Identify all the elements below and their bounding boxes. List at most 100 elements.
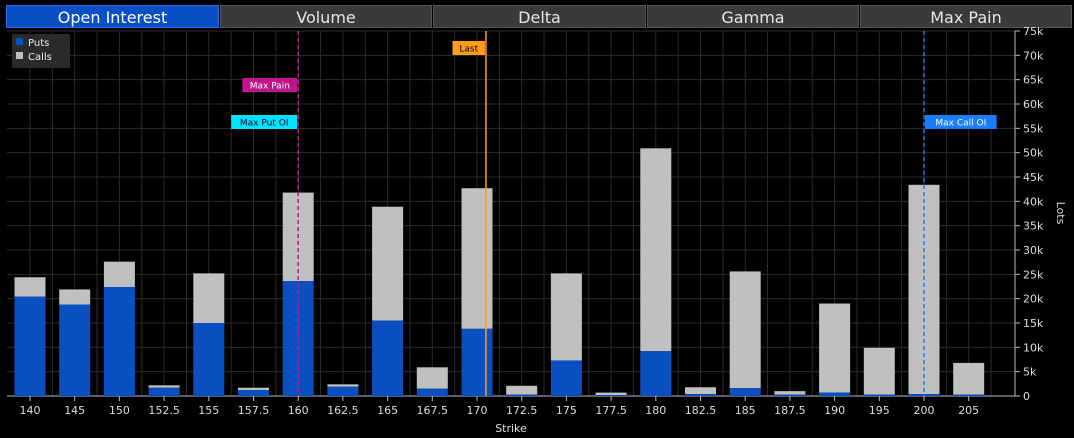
- bar-calls: [640, 148, 672, 352]
- max-put-oi-label-bg: [231, 115, 298, 129]
- y-tick-label: 25k: [1023, 268, 1044, 281]
- x-tick-label: 150: [109, 404, 130, 417]
- bar-puts: [193, 323, 225, 396]
- x-tick-label: 162.5: [327, 404, 359, 417]
- bar-calls: [506, 385, 538, 395]
- y-tick-label: 35k: [1023, 220, 1044, 233]
- x-tick-label: 180: [645, 404, 666, 417]
- bar-calls: [774, 391, 806, 395]
- x-tick-label: 170: [467, 404, 488, 417]
- bar-puts: [59, 304, 91, 396]
- y-tick-label: 40k: [1023, 195, 1044, 208]
- y-tick-label: 55k: [1023, 122, 1044, 135]
- bar-calls: [550, 273, 582, 361]
- y-tick-label: 30k: [1023, 244, 1044, 257]
- y-tick-label: 65k: [1023, 74, 1044, 87]
- x-tick-label: 182.5: [685, 404, 717, 417]
- bar-calls: [372, 206, 404, 321]
- x-tick-label: 167.5: [417, 404, 449, 417]
- tab-gamma[interactable]: Gamma: [647, 5, 859, 28]
- tab-max-pain[interactable]: Max Pain: [860, 5, 1072, 28]
- bar-puts: [14, 296, 46, 396]
- tab-volume[interactable]: Volume: [220, 5, 432, 28]
- x-tick-label: 185: [735, 404, 756, 417]
- legend-label-calls: Calls: [28, 52, 52, 63]
- bar-calls: [685, 387, 716, 395]
- x-tick-label: 145: [64, 404, 85, 417]
- x-axis-label: Strike: [495, 422, 527, 435]
- y-tick-label: 60k: [1023, 98, 1044, 111]
- bar-puts: [595, 395, 627, 396]
- bar-calls: [729, 271, 761, 389]
- bar-puts: [461, 328, 493, 396]
- bar-calls: [103, 261, 135, 287]
- x-tick-label: 195: [869, 404, 890, 417]
- legend-swatch-puts: [16, 38, 23, 45]
- legend-label-puts: Puts: [28, 38, 49, 49]
- last-label: Last: [459, 45, 478, 55]
- bar-calls: [193, 273, 225, 323]
- bar-calls: [148, 385, 180, 388]
- bar-calls: [819, 303, 851, 393]
- legend-swatch-calls: [16, 52, 23, 59]
- x-tick-label: 190: [824, 404, 845, 417]
- y-tick-label: 5k: [1023, 366, 1037, 379]
- bar-puts: [148, 387, 180, 396]
- bar-calls: [863, 347, 895, 395]
- x-tick-label: 155: [198, 404, 219, 417]
- tab-open-interest[interactable]: Open Interest: [6, 5, 219, 28]
- bar-puts: [819, 392, 851, 396]
- bar-calls: [908, 184, 940, 395]
- bar-puts: [774, 394, 806, 396]
- bar-calls: [953, 362, 985, 395]
- bar-puts: [640, 351, 672, 396]
- bar-puts: [372, 320, 404, 396]
- x-tick-label: 152.5: [148, 404, 180, 417]
- max-pain-label: Max Pain: [250, 82, 290, 92]
- x-tick-label: 172.5: [506, 404, 538, 417]
- x-tick-label: 160: [288, 404, 309, 417]
- bar-puts: [327, 386, 359, 396]
- bar-puts: [416, 388, 448, 396]
- x-tick-label: 157.5: [238, 404, 270, 417]
- bar-puts: [685, 394, 716, 396]
- y-tick-label: 0: [1023, 390, 1030, 403]
- last-label-bg: [452, 41, 485, 55]
- bar-calls: [595, 392, 627, 396]
- max-call-oi-label: Max Call OI: [935, 119, 986, 129]
- x-tick-label: 140: [20, 404, 41, 417]
- bar-calls: [327, 384, 359, 387]
- bar-calls: [238, 387, 269, 391]
- y-tick-label: 20k: [1023, 293, 1044, 306]
- bar-calls: [59, 289, 91, 305]
- bar-puts: [550, 360, 582, 396]
- bar-calls: [416, 367, 448, 389]
- x-tick-label: 165: [377, 404, 398, 417]
- bar-puts: [729, 388, 761, 396]
- x-tick-label: 175: [556, 404, 577, 417]
- tab-delta[interactable]: Delta: [433, 5, 646, 28]
- bar-puts: [863, 394, 895, 396]
- max-put-oi-label: Max Put OI: [240, 119, 289, 129]
- max-call-oi-label-bg: [925, 115, 997, 129]
- bar-puts: [238, 390, 269, 396]
- bar-calls: [14, 277, 46, 297]
- x-tick-label: 177.5: [595, 404, 627, 417]
- tab-bar: Open Interest Volume Delta Gamma Max Pai…: [6, 5, 1072, 28]
- y-tick-label: 50k: [1023, 147, 1044, 160]
- x-tick-label: 205: [958, 404, 979, 417]
- y-tick-label: 70k: [1023, 49, 1044, 62]
- y-tick-label: 45k: [1023, 171, 1044, 184]
- bar-calls: [461, 188, 493, 329]
- bar-puts: [953, 394, 985, 396]
- x-tick-label: 200: [914, 404, 935, 417]
- y-tick-label: 75k: [1023, 25, 1044, 38]
- x-tick-label: 187.5: [774, 404, 806, 417]
- y-tick-label: 10k: [1023, 341, 1044, 354]
- bar-puts: [506, 394, 538, 396]
- y-tick-label: 15k: [1023, 317, 1044, 330]
- y-axis-label: Lots: [1054, 202, 1067, 225]
- max-pain-label-bg: [242, 78, 298, 92]
- bar-puts: [103, 286, 135, 396]
